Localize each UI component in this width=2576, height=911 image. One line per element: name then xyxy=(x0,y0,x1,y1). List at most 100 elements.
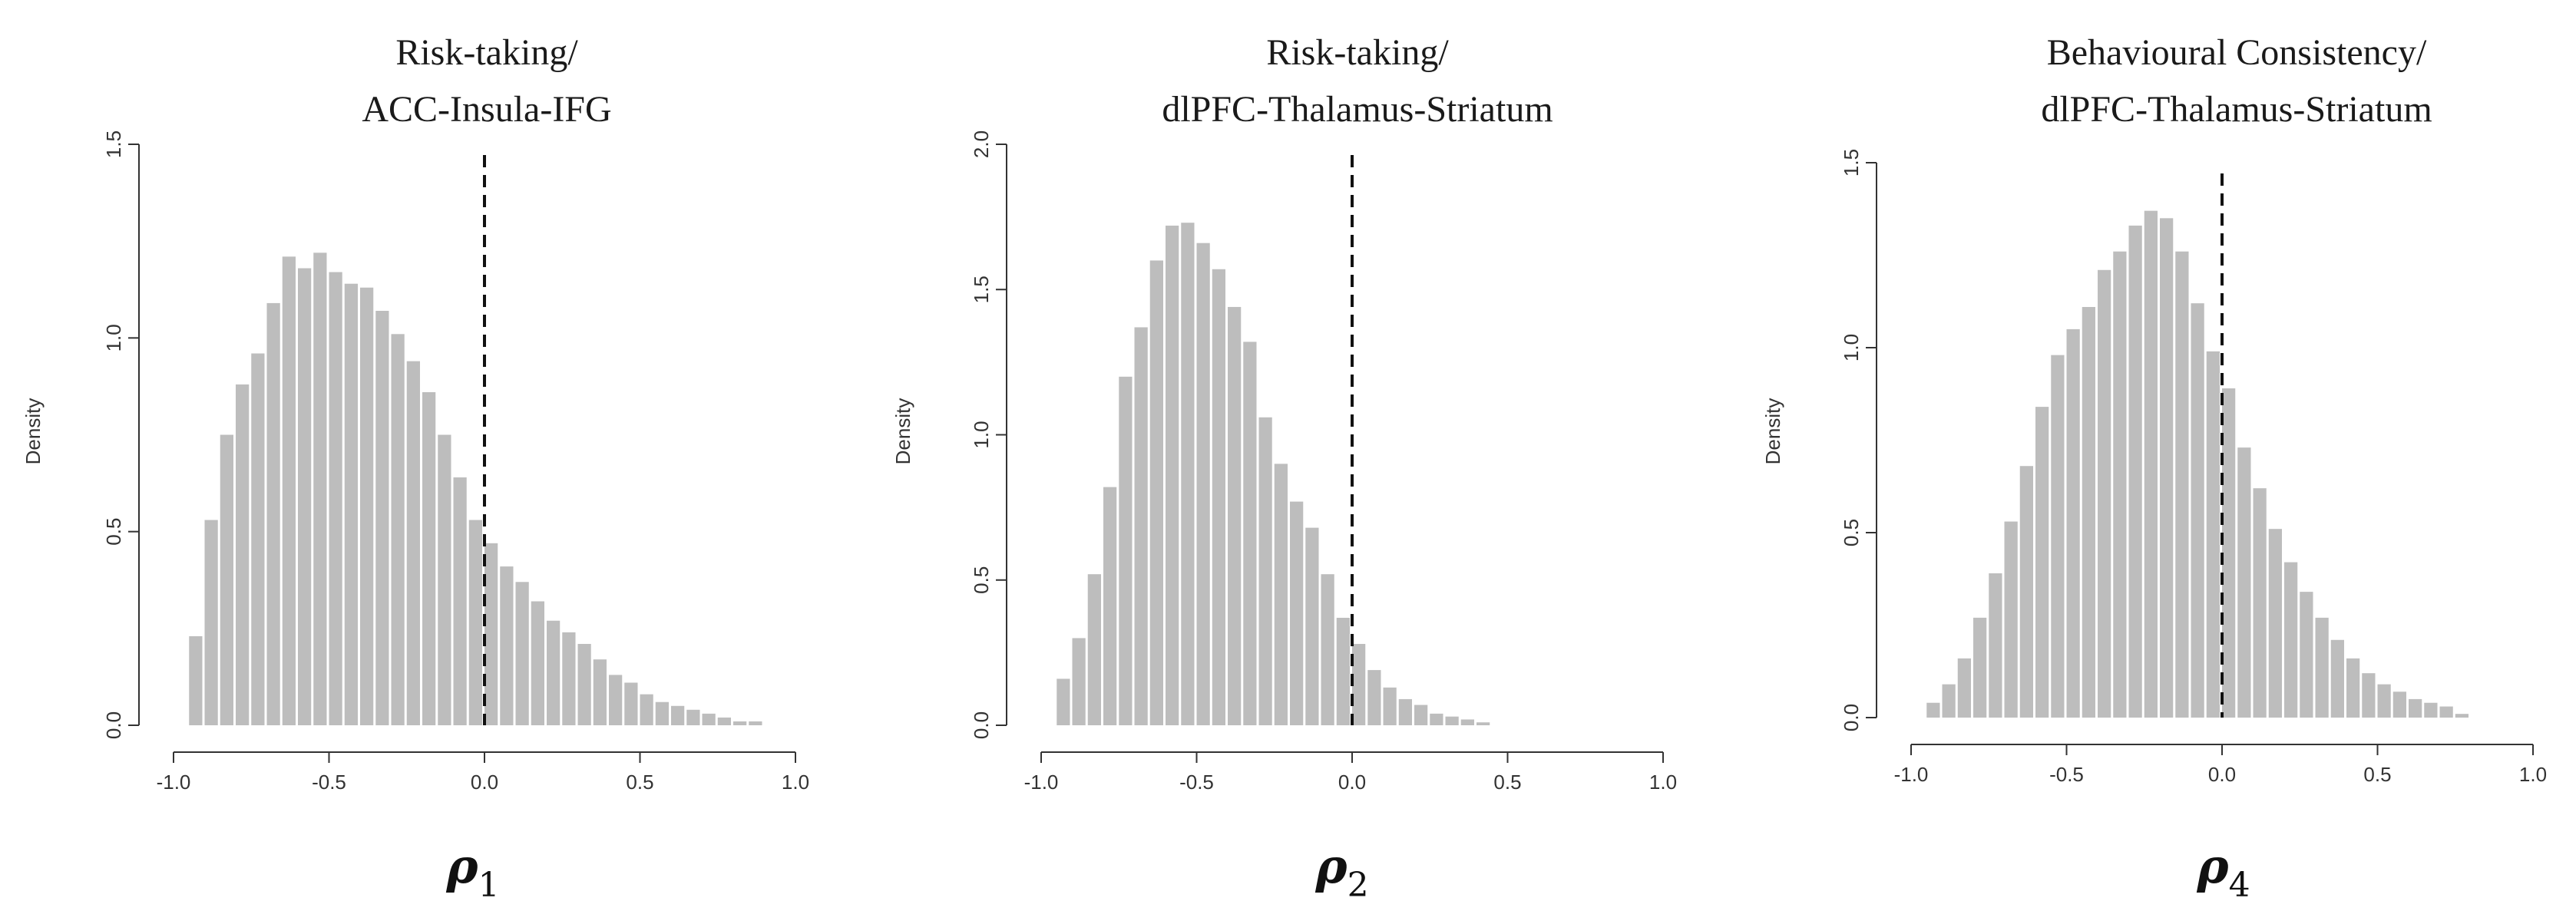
histogram-bar xyxy=(2237,447,2251,718)
histogram-bar xyxy=(484,543,498,725)
y-tick-label: 0.0 xyxy=(1840,704,1863,731)
histogram-bar xyxy=(375,311,389,725)
histogram-bar xyxy=(640,694,653,725)
panel-3-y-axis-label: Density xyxy=(1761,398,1784,465)
histogram-bar xyxy=(251,353,265,725)
x-tick-label: -1.0 xyxy=(1024,771,1059,794)
panel-1-x-axis-subscript: 1 xyxy=(478,866,500,905)
histogram-bar xyxy=(2066,328,2080,718)
histogram-bar xyxy=(2175,251,2189,718)
histogram-bar xyxy=(702,713,716,725)
histogram-bar xyxy=(1166,225,1179,726)
panel-1-x-axis-label: ρ1 xyxy=(445,838,499,905)
histogram-bar xyxy=(1414,705,1428,725)
x-tick-label: 1.0 xyxy=(1649,771,1677,794)
histogram-bar xyxy=(2424,702,2438,718)
histogram-bar xyxy=(1383,687,1397,725)
histogram-bar xyxy=(220,434,233,725)
x-tick-label: 0.0 xyxy=(2208,763,2236,786)
y-tick-label: 0.5 xyxy=(102,518,125,546)
histogram-bar xyxy=(1149,260,1163,725)
histogram-bar xyxy=(2284,562,2298,718)
histogram-bar xyxy=(2082,306,2095,718)
x-tick-label: -0.5 xyxy=(2049,763,2084,786)
histogram-bar xyxy=(1460,719,1474,725)
panel-1-axes: -1.0 -0.5 0.0 0.5 1.0 0.0 0.5 1.0 1.5 xyxy=(102,130,809,794)
histogram-bar xyxy=(500,566,514,725)
y-tick-label: 0.0 xyxy=(970,711,993,739)
histogram-bar xyxy=(1196,243,1210,725)
x-tick-label: -0.5 xyxy=(312,771,346,794)
histogram-bar xyxy=(547,620,561,725)
histogram-bar xyxy=(2315,617,2329,718)
panel-3-axes: -1.0 -0.5 0.0 0.5 1.0 0.0 0.5 1.0 1.5 xyxy=(1840,149,2547,786)
histogram-bar xyxy=(1942,684,1956,718)
histogram-bar xyxy=(329,272,342,725)
panel-1-bars xyxy=(189,155,762,726)
histogram-bar xyxy=(189,635,203,725)
histogram-bar xyxy=(2455,714,2469,718)
histogram-bar xyxy=(2191,303,2204,718)
chart-panel-2: Risk-taking/ dlPFC-Thalamus-Striatum -1.… xyxy=(891,32,1677,905)
x-tick-label: 0.5 xyxy=(626,771,653,794)
histogram-bar xyxy=(1228,306,1242,726)
chart-panel-3: Behavioural Consistency/ dlPFC-Thalamus-… xyxy=(1761,32,2547,905)
histogram-bar xyxy=(1119,376,1133,725)
y-tick-label: 1.5 xyxy=(1840,149,1863,177)
panel-2-x-axis-label: ρ2 xyxy=(1314,838,1368,905)
histogram-bar xyxy=(562,632,576,725)
histogram-bar xyxy=(2019,466,2033,718)
histogram-bar xyxy=(2222,388,2236,718)
histogram-bar xyxy=(1973,617,1987,718)
histogram-bar xyxy=(531,601,544,725)
histogram-bar xyxy=(577,644,591,725)
histogram-bar xyxy=(236,384,250,725)
histogram-bar xyxy=(2377,684,2391,718)
panel-2-bars xyxy=(1057,155,1490,726)
histogram-bar xyxy=(391,334,405,725)
histogram-bar xyxy=(686,709,700,725)
panel-3-title-line-1: Behavioural Consistency/ xyxy=(2047,32,2427,73)
x-tick-label: 1.0 xyxy=(2519,763,2547,786)
histogram-bar xyxy=(2253,488,2267,718)
panel-1-x-axis-symbol: ρ xyxy=(445,838,478,894)
histogram-bar xyxy=(1181,223,1195,725)
histogram-bar xyxy=(1430,713,1443,725)
histogram-bar xyxy=(1243,342,1257,725)
panel-3-x-axis-symbol: ρ xyxy=(2196,838,2229,894)
y-tick-label: 1.5 xyxy=(970,276,993,303)
histogram-bar xyxy=(313,253,327,726)
histogram-bar xyxy=(1290,501,1304,725)
histogram-bar xyxy=(609,675,623,725)
panel-2-title-line-2: dlPFC-Thalamus-Striatum xyxy=(1162,89,1553,130)
panel-2-y-axis-label: Density xyxy=(891,398,914,465)
histogram-bar xyxy=(655,701,669,725)
histogram-bar xyxy=(1103,487,1117,725)
histogram-bar xyxy=(2051,355,2065,718)
histogram-bar xyxy=(1274,464,1288,725)
histogram-bar xyxy=(1367,670,1381,725)
histogram-bar xyxy=(298,268,312,725)
histogram-bar xyxy=(2439,706,2453,718)
panel-3-bars xyxy=(1926,173,2469,718)
histogram-bar xyxy=(2362,673,2376,718)
panel-3-x-axis-label: ρ4 xyxy=(2196,838,2250,905)
histogram-bar xyxy=(1445,716,1459,725)
histogram-bar xyxy=(671,705,685,725)
panel-2-title-line-1: Risk-taking/ xyxy=(1266,32,1449,73)
y-tick-label: 1.0 xyxy=(970,421,993,448)
histogram-bar xyxy=(406,361,420,725)
histogram-bar xyxy=(1072,638,1086,725)
histogram-bar xyxy=(2300,592,2313,718)
histogram-bar xyxy=(515,582,529,725)
histogram-bar xyxy=(1321,574,1334,725)
histogram-bar xyxy=(1305,527,1319,725)
histogram-bar xyxy=(2268,529,2282,718)
x-tick-label: -0.5 xyxy=(1179,771,1214,794)
histogram-bar xyxy=(468,520,482,725)
panel-1-title-line-1: Risk-taking/ xyxy=(395,32,578,73)
histogram-bar xyxy=(282,256,296,725)
histogram-bar xyxy=(593,659,607,725)
histogram-bar xyxy=(2409,698,2422,718)
